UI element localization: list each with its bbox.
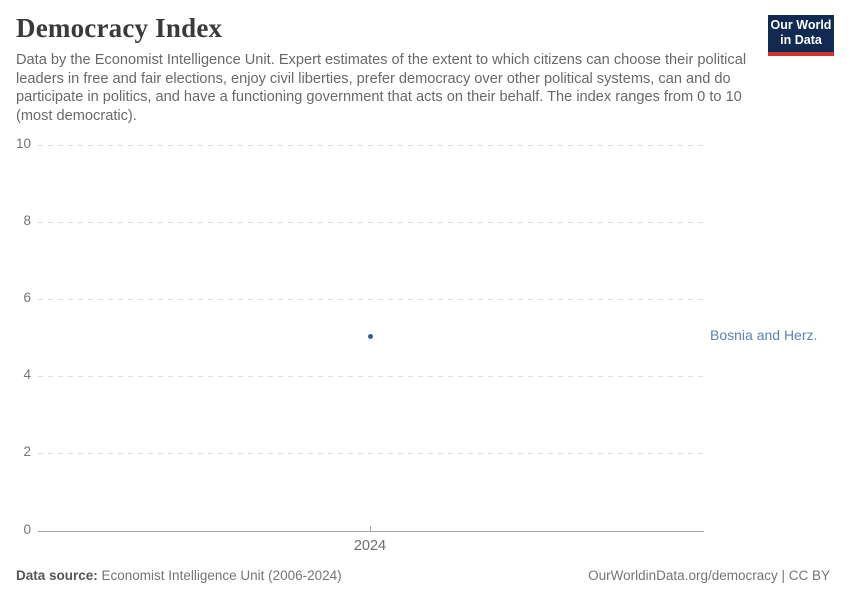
gridline xyxy=(38,222,704,224)
chart-subtitle: Data by the Economist Intelligence Unit.… xyxy=(16,52,747,124)
y-axis-tick-label: 0 xyxy=(23,521,31,537)
y-axis-tick-label: 4 xyxy=(23,367,31,383)
owid-logo-line2: in Data xyxy=(780,33,822,47)
data-source-label: Data source: xyxy=(16,568,98,583)
y-axis-tick-label: 2 xyxy=(23,444,31,460)
gridline xyxy=(38,145,704,146)
x-axis-tick-label: 2024 xyxy=(353,538,387,554)
x-axis-line xyxy=(38,530,704,532)
credit-link[interactable]: OurWorldinData.org/democracy | CC BY xyxy=(588,568,830,583)
y-axis-tick-label: 8 xyxy=(23,213,31,229)
gridline xyxy=(38,376,704,378)
logo-accent-bar xyxy=(768,52,834,56)
data-source-note: Data source: Economist Intelligence Unit… xyxy=(16,568,342,583)
entity-label[interactable]: Bosnia and Herz. xyxy=(710,327,818,344)
y-axis-tick-label: 10 xyxy=(15,136,31,151)
gridline xyxy=(38,453,704,455)
page-title: Democracy Index xyxy=(16,13,223,43)
owid-logo[interactable]: Our World in Data xyxy=(768,15,834,56)
chart-footer: Data source: Economist Intelligence Unit… xyxy=(16,568,830,583)
gridline xyxy=(38,299,704,301)
data-source-value: Economist Intelligence Unit (2006-2024) xyxy=(97,568,342,583)
x-axis-tick xyxy=(369,525,371,531)
data-point[interactable] xyxy=(367,333,373,339)
y-axis-tick-label: 6 xyxy=(23,290,31,306)
owid-logo-line1: Our World xyxy=(770,18,832,32)
